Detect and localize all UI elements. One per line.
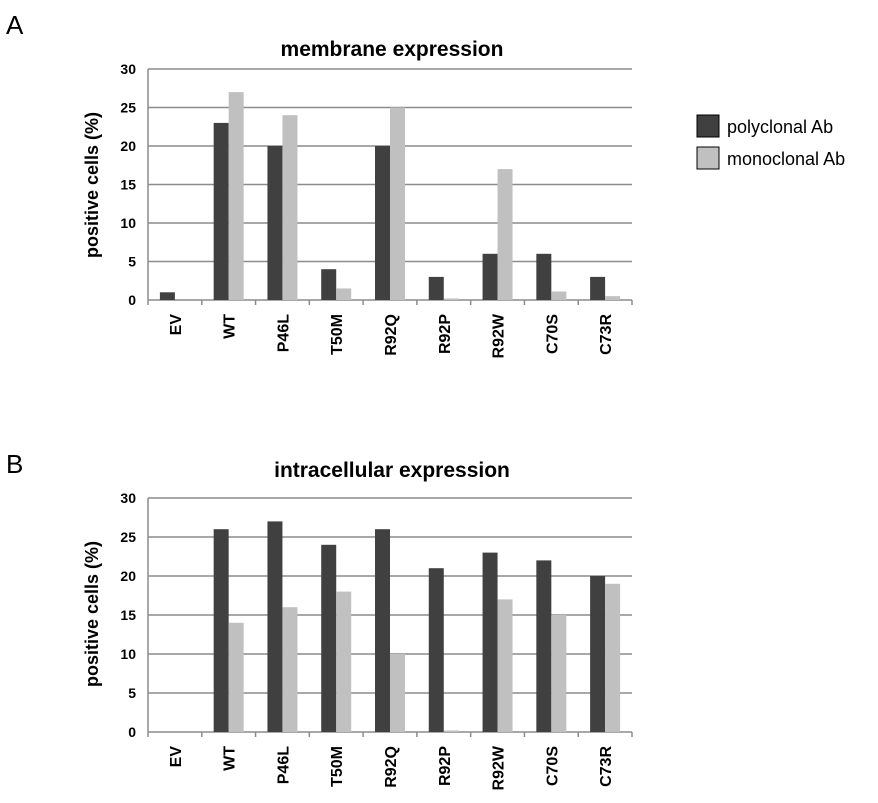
- bar-b-monoclonal-c70s: [551, 615, 567, 732]
- bar-b-polyclonal-wt: [213, 529, 229, 732]
- bar-a-polyclonal-p46l: [267, 146, 283, 300]
- plot-area-a: 0 5 10 15 20 25 30 EV WT P46L T50M R92Q R92P R92W C70S…: [120, 61, 633, 358]
- bar-b-polyclonal-r92p: [428, 568, 444, 732]
- bar-a-polyclonal-wt: [213, 122, 229, 301]
- x-tick-label-a: C73R: [598, 314, 615, 355]
- y-tick-label-a: 0: [128, 292, 136, 308]
- bar-a-monoclonal-wt: [228, 92, 244, 300]
- bar-b-monoclonal-r92p: [443, 730, 459, 732]
- y-tick-label-b: 25: [120, 529, 136, 545]
- x-tick-label-a: R92Q: [383, 314, 400, 356]
- y-axis-label-a: positive cells (%): [82, 112, 102, 258]
- x-tick-label-b: EV: [168, 746, 185, 768]
- bar-b-monoclonal-r92q: [390, 654, 405, 732]
- y-tick-label-a: 25: [120, 100, 136, 116]
- y-tick-label-a: 30: [120, 61, 136, 77]
- x-tick-label-b: C73R: [598, 746, 615, 787]
- plot-area-b: 0 5 10 15 20 25 30 EV WT P46L T50M R92Q R92P R92W C70S…: [120, 490, 633, 790]
- x-tick-label-b: R92W: [491, 745, 508, 790]
- legend-label-monoclonal: monoclonal Ab: [727, 149, 845, 169]
- legend-item-monoclonal: monoclonal Ab: [696, 146, 845, 170]
- y-tick-label-a: 10: [120, 215, 136, 231]
- legend-swatch-monoclonal: [696, 146, 720, 170]
- bar-a-polyclonal-t50m: [321, 269, 337, 300]
- x-tick-label-b: C70S: [544, 746, 561, 786]
- bar-a-monoclonal-r92q: [390, 107, 405, 300]
- x-tick-label-b: R92P: [437, 746, 454, 786]
- bar-b-polyclonal-r92q: [375, 529, 390, 732]
- bar-b-monoclonal-r92w: [497, 599, 513, 732]
- bar-b-monoclonal-p46l: [282, 607, 298, 732]
- y-tick-label-b: 0: [128, 724, 136, 740]
- y-tick-label-a: 20: [120, 138, 136, 154]
- bar-a-polyclonal-r92p: [428, 276, 444, 300]
- x-tick-label-a: EV: [168, 314, 185, 336]
- y-tick-label-a: 15: [120, 177, 136, 193]
- legend-item-polyclonal: polyclonal Ab: [696, 114, 833, 138]
- x-tick-label-a: R92W: [491, 313, 508, 358]
- bar-a-monoclonal-c70s: [551, 291, 567, 300]
- bar-a-monoclonal-c73r: [605, 296, 621, 300]
- x-tick-label-a: WT: [222, 314, 239, 339]
- bar-b-polyclonal-t50m: [321, 544, 337, 732]
- legend-label-polyclonal: polyclonal Ab: [727, 117, 833, 137]
- y-tick-label-a: 5: [128, 254, 136, 270]
- x-tick-label-a: P46L: [275, 314, 292, 352]
- bar-a-polyclonal-r92w: [482, 253, 498, 300]
- x-tick-label-b: WT: [222, 746, 239, 771]
- legend-swatch-polyclonal: [696, 114, 720, 138]
- legend: polyclonal Ab monoclonal Ab: [696, 114, 845, 170]
- bar-b-monoclonal-wt: [228, 622, 244, 732]
- x-tick-label-a: R92P: [437, 314, 454, 354]
- panel-letter-b: B: [6, 449, 23, 479]
- x-tick-label-a: C70S: [544, 314, 561, 354]
- bar-a-polyclonal-r92q: [375, 146, 390, 300]
- chart-title-b: intracellular expression: [274, 459, 510, 482]
- y-axis-label-b: positive cells (%): [82, 541, 102, 687]
- bar-a-monoclonal-p46l: [282, 115, 298, 300]
- bar-b-monoclonal-c73r: [605, 583, 621, 732]
- x-tick-label-b: P46L: [275, 746, 292, 784]
- bar-b-polyclonal-c73r: [590, 576, 606, 732]
- bar-a-monoclonal-r92p: [443, 298, 459, 300]
- panel-b: B intracellular expression positive cell…: [6, 449, 633, 790]
- bar-a-polyclonal-c73r: [590, 276, 606, 300]
- y-tick-label-b: 30: [120, 490, 136, 506]
- panel-letter-a: A: [6, 10, 24, 40]
- bar-b-polyclonal-r92w: [482, 552, 498, 732]
- x-tick-label-b: T50M: [329, 746, 346, 787]
- bar-b-polyclonal-c70s: [536, 560, 552, 732]
- panel-a: A membrane expression positive cells (%)…: [6, 10, 633, 358]
- chart-title-a: membrane expression: [281, 38, 504, 61]
- x-tick-label-a: T50M: [329, 314, 346, 355]
- bar-b-monoclonal-t50m: [336, 591, 352, 732]
- y-tick-label-b: 20: [120, 568, 136, 584]
- y-tick-label-b: 10: [120, 646, 136, 662]
- bar-a-polyclonal-c70s: [536, 253, 552, 300]
- bar-a-monoclonal-r92w: [497, 169, 513, 300]
- y-tick-label-b: 5: [128, 685, 136, 701]
- bar-a-monoclonal-t50m: [336, 288, 352, 300]
- y-tick-label-b: 15: [120, 607, 136, 623]
- bar-b-polyclonal-p46l: [267, 521, 283, 732]
- bar-a-polyclonal-ev: [159, 292, 175, 300]
- x-tick-label-b: R92Q: [383, 746, 400, 788]
